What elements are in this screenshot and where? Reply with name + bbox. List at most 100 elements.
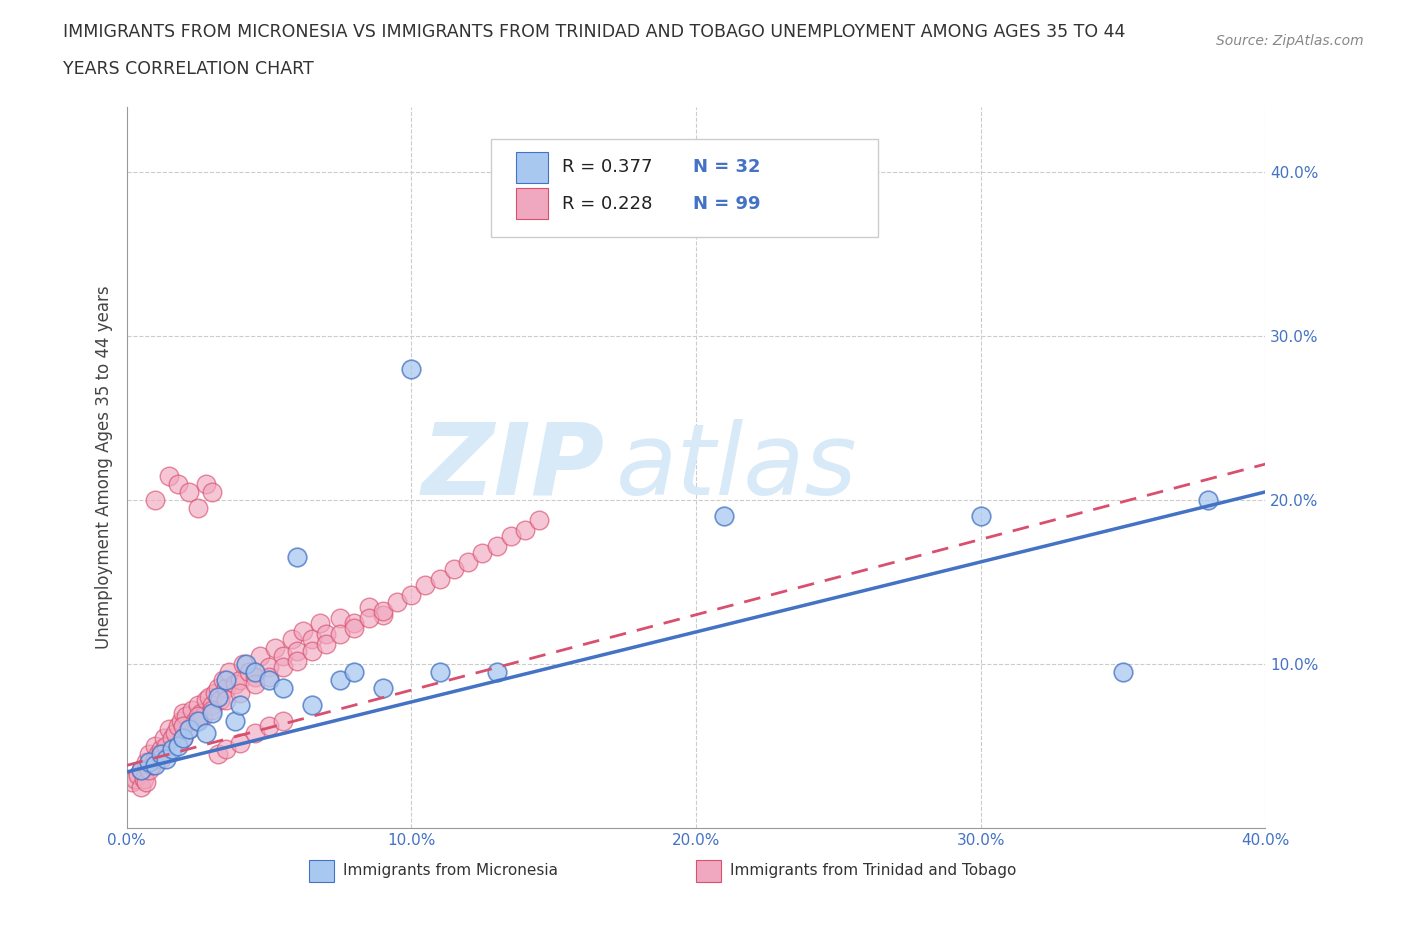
Point: [515, 522, 537, 537]
Bar: [516, 189, 548, 219]
Point: [243, 725, 266, 740]
Point: [157, 468, 180, 483]
Point: [179, 722, 201, 737]
Point: [166, 738, 188, 753]
Point: [229, 735, 252, 750]
Point: [429, 665, 451, 680]
Point: [198, 689, 221, 704]
Point: [257, 659, 280, 674]
Point: [529, 512, 551, 527]
Point: [195, 476, 218, 491]
Point: [138, 747, 160, 762]
Point: [138, 763, 160, 777]
Point: [970, 509, 993, 524]
Point: [143, 758, 166, 773]
Point: [160, 730, 183, 745]
Point: [471, 545, 494, 560]
Point: [179, 722, 201, 737]
Point: [138, 755, 160, 770]
Point: [207, 681, 229, 696]
Point: [207, 747, 229, 762]
Point: [257, 719, 280, 734]
Point: [218, 665, 240, 680]
Text: ZIP: ZIP: [422, 418, 605, 516]
Point: [499, 528, 522, 543]
Point: [249, 648, 271, 663]
Point: [257, 670, 280, 684]
Point: [195, 693, 218, 708]
Point: [129, 763, 152, 777]
Point: [315, 637, 337, 652]
Text: R = 0.228: R = 0.228: [561, 194, 652, 213]
Point: [176, 709, 198, 724]
Point: [215, 741, 238, 756]
Point: [1112, 665, 1135, 680]
Point: [201, 485, 224, 499]
Point: [157, 722, 180, 737]
FancyBboxPatch shape: [491, 140, 879, 237]
Point: [212, 672, 235, 687]
Point: [172, 730, 194, 745]
Text: YEARS CORRELATION CHART: YEARS CORRELATION CHART: [63, 60, 314, 78]
Point: [343, 620, 366, 635]
Bar: [309, 860, 333, 882]
Point: [315, 627, 337, 642]
Point: [401, 362, 423, 377]
Point: [172, 730, 194, 745]
Point: [155, 738, 177, 753]
Point: [141, 758, 163, 773]
Point: [287, 653, 309, 668]
Point: [181, 702, 204, 717]
Point: [292, 624, 315, 639]
Point: [257, 672, 280, 687]
Point: [149, 741, 172, 756]
Point: [1198, 493, 1220, 508]
Point: [287, 644, 309, 658]
Point: [184, 714, 207, 729]
Point: [187, 501, 209, 516]
Point: [343, 665, 366, 680]
Point: [385, 594, 408, 609]
Point: [215, 681, 238, 696]
Point: [195, 725, 218, 740]
Point: [243, 676, 266, 691]
Point: [193, 709, 215, 724]
Text: atlas: atlas: [616, 418, 858, 516]
Point: [371, 607, 394, 622]
Point: [343, 616, 366, 631]
Point: [271, 714, 294, 729]
Point: [132, 771, 155, 786]
Point: [243, 670, 266, 684]
Point: [229, 686, 252, 701]
Point: [129, 763, 152, 777]
Point: [429, 571, 451, 586]
Text: N = 32: N = 32: [693, 158, 761, 177]
Point: [457, 555, 479, 570]
Point: [124, 771, 146, 786]
Y-axis label: Unemployment Among Ages 35 to 44 years: Unemployment Among Ages 35 to 44 years: [94, 286, 112, 649]
Point: [121, 775, 143, 790]
Point: [143, 738, 166, 753]
Point: [201, 706, 224, 721]
Point: [187, 709, 209, 724]
Point: [152, 730, 174, 745]
Text: Immigrants from Micronesia: Immigrants from Micronesia: [343, 863, 558, 879]
Point: [201, 698, 224, 712]
Text: Immigrants from Trinidad and Tobago: Immigrants from Trinidad and Tobago: [730, 863, 1017, 879]
Point: [143, 751, 166, 766]
Point: [443, 562, 465, 577]
Point: [235, 657, 257, 671]
Text: R = 0.377: R = 0.377: [561, 158, 652, 177]
Point: [187, 714, 209, 729]
Text: IMMIGRANTS FROM MICRONESIA VS IMMIGRANTS FROM TRINIDAD AND TOBAGO UNEMPLOYMENT A: IMMIGRANTS FROM MICRONESIA VS IMMIGRANTS…: [63, 23, 1126, 41]
Point: [301, 698, 323, 712]
Bar: [516, 153, 548, 182]
Point: [713, 509, 735, 524]
Point: [172, 706, 194, 721]
Point: [135, 775, 157, 790]
Point: [215, 672, 238, 687]
Point: [204, 686, 226, 701]
Point: [415, 578, 437, 592]
Point: [329, 672, 352, 687]
Point: [207, 689, 229, 704]
